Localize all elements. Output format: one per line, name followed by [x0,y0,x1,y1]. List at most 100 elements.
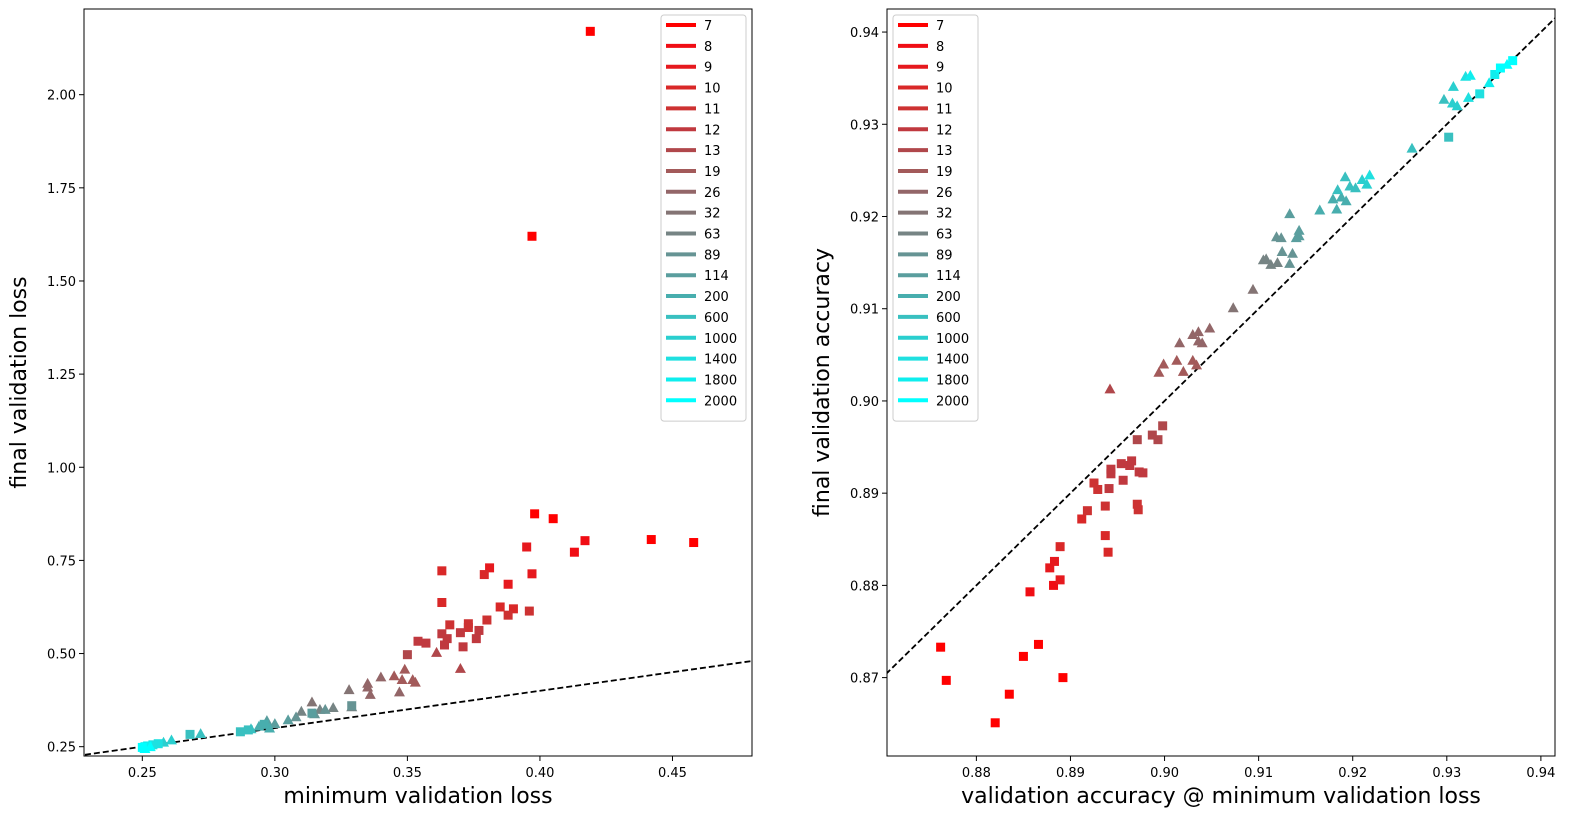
data-point [1501,58,1513,69]
data-point [1093,484,1103,494]
data-point [1276,246,1288,256]
data-point [1133,505,1143,515]
legend-label: 600 [704,311,729,326]
legend-label: 32 [936,207,953,222]
data-point [1132,499,1142,509]
data-point [375,671,387,682]
data-point [306,696,318,707]
data-point [1104,484,1114,494]
data-point [1327,193,1339,204]
y-tick-label: 0.90 [850,395,879,410]
data-point [307,708,317,718]
data-point [144,741,156,752]
right-x-axis-title: validation accuracy @ minimum validation… [961,784,1481,809]
left-y-axis-title: final validation loss [7,276,32,488]
data-point [1284,258,1296,268]
data-point [1464,69,1476,80]
data-point [319,703,331,714]
data-point [1158,421,1168,431]
data-point [689,538,699,548]
data-point [347,701,357,711]
data-point [527,569,537,579]
data-point [282,714,294,725]
data-point [458,642,468,652]
y-tick-label: 0.87 [850,672,879,687]
data-point [1364,169,1376,180]
data-point [1339,171,1351,182]
data-point [1058,673,1068,683]
data-point [421,638,431,648]
y-tick-label: 0.91 [850,303,879,318]
data-point [1116,459,1126,469]
legend-label: 8 [936,40,944,55]
y-tick-label: 0.92 [850,211,879,226]
legend-label: 1800 [936,373,969,388]
data-point [1227,302,1239,313]
data-point [485,563,495,573]
data-point [1451,100,1463,111]
right-y-axis-title: final validation accuracy [810,248,835,517]
data-point [1361,178,1373,189]
data-point [503,610,513,620]
data-point [437,598,447,608]
x-tick-label: 0.91 [1244,766,1273,781]
legend-label: 10 [704,82,721,97]
data-point [362,681,374,692]
data-point [245,723,257,734]
legend-label: 13 [704,144,721,159]
data-point [1284,208,1296,219]
data-point [1045,563,1055,573]
data-point [1293,230,1305,241]
data-point [431,646,443,657]
left-x-axis-title: minimum validation loss [283,784,552,809]
left-legend: 7891011121319263263891142006001000140018… [660,14,747,422]
data-point [264,722,276,733]
data-point [1356,174,1368,185]
legend-label: 32 [704,207,721,222]
legend-label: 1800 [704,373,737,388]
x-tick-label: 0.35 [393,766,422,781]
legend-label: 2000 [704,394,737,409]
data-point [530,509,540,519]
y-tick-label: 0.50 [47,648,76,663]
right-plot: 0.88 0.89 0.90 0.91 0.92 0.93 0.94 0.87 0.88 0.89… [810,8,1556,809]
data-point [482,615,492,625]
data-point [1082,506,1092,516]
right-legend: 7891011121319263263891142006001000140018… [892,14,979,422]
y-tick-label: 0.89 [850,487,879,502]
data-point [1444,132,1454,142]
x-tick-label: 0.94 [1526,766,1555,781]
legend-label: 89 [936,248,953,263]
left-plot: 0.25 0.30 0.35 0.40 0.45 0.25 0.50 0.75 1.00 1.25… [7,8,753,809]
data-point [1340,195,1352,206]
data-point [185,729,195,739]
data-point [1106,464,1116,474]
data-point [1247,283,1259,294]
data-point [1049,580,1059,590]
x-tick-label: 0.40 [525,766,554,781]
legend-label: 13 [936,144,953,159]
data-point [295,705,307,716]
data-point [1350,182,1362,193]
data-point [1406,142,1418,153]
data-point [455,628,465,638]
data-point [1275,232,1287,243]
data-point [437,566,447,576]
data-point [1018,651,1028,661]
data-point [585,26,595,36]
x-tick-label: 0.30 [260,766,289,781]
data-point [1447,80,1459,91]
data-point [1314,204,1326,215]
y-tick-label: 1.00 [47,461,76,476]
y-tick-label: 0.93 [850,118,879,133]
legend-label: 114 [936,269,961,284]
data-point [1287,247,1299,258]
data-point [1271,257,1283,268]
data-point [1260,253,1272,264]
data-point [165,734,177,745]
data-point [990,718,1000,728]
data-point [522,542,532,552]
data-point [1055,575,1065,585]
data-point [235,727,245,737]
